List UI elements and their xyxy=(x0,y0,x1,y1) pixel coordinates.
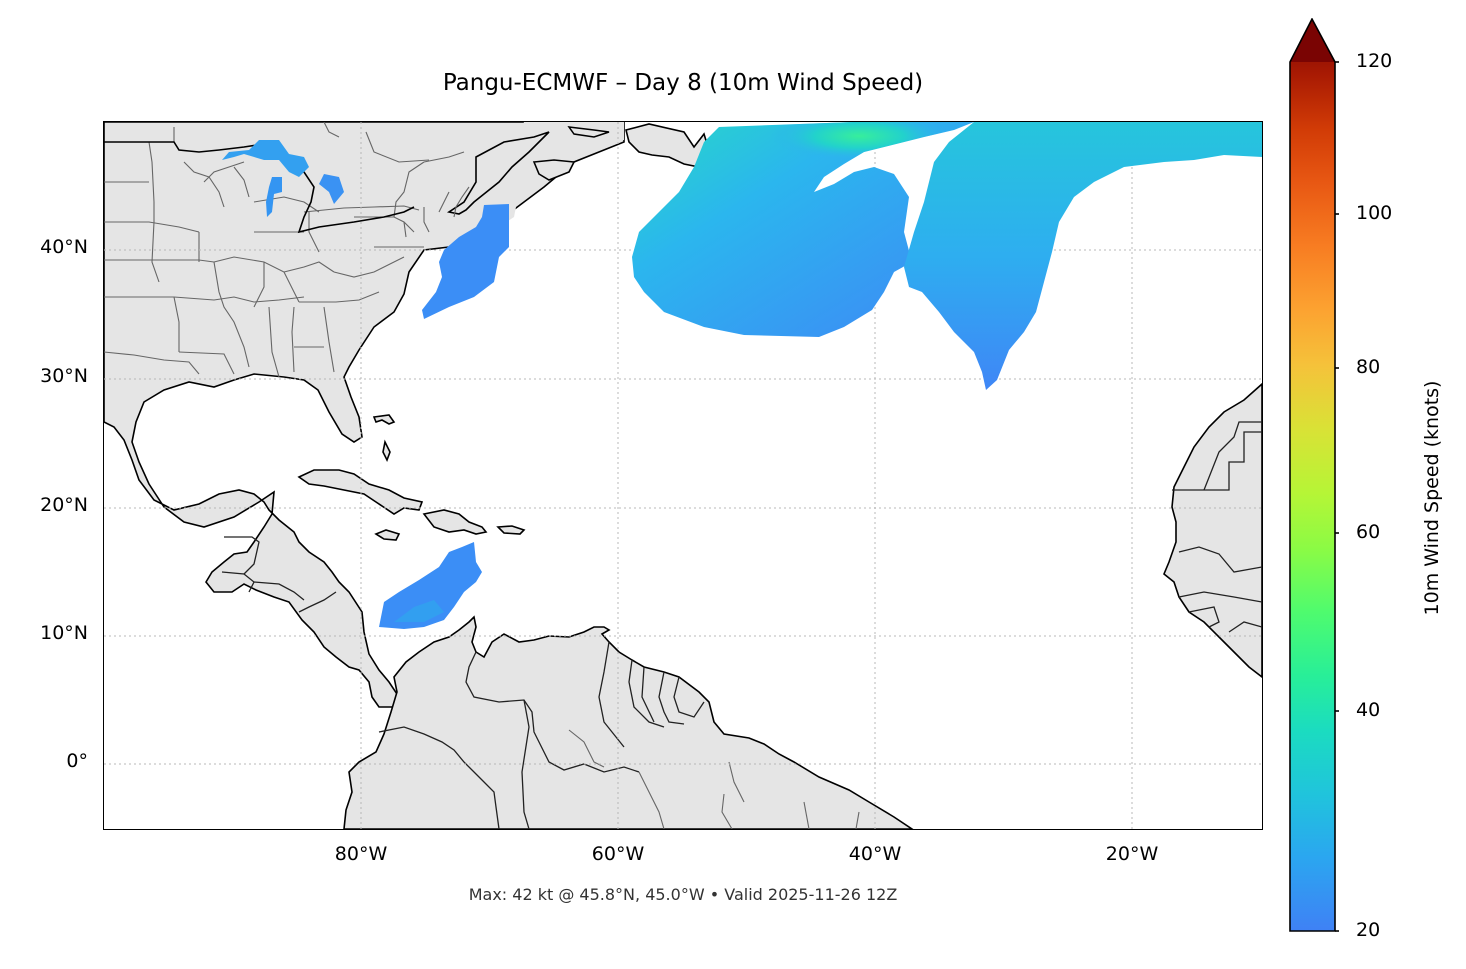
max-wind-caption: Max: 42 kt @ 45.8°N, 45.0°W • Valid 2025… xyxy=(468,885,898,904)
map-plot-area xyxy=(104,122,1262,829)
colorbar-tick-120: 120 xyxy=(1356,50,1393,72)
colorbar-tick-40: 40 xyxy=(1356,699,1381,721)
gridlines xyxy=(104,122,1262,829)
south-america-borders xyxy=(378,641,705,829)
x-tick-40w: 40°W xyxy=(848,843,902,865)
y-tick-40n: 40°N xyxy=(40,236,88,258)
us-state-borders xyxy=(104,122,470,378)
wind-speed-field xyxy=(222,122,1262,629)
land-africa xyxy=(1163,382,1262,679)
chart-title: Pangu-ECMWF – Day 8 (10m Wind Speed) xyxy=(442,70,924,96)
colorbar xyxy=(1289,17,1342,934)
x-tick-20w: 20°W xyxy=(1105,843,1159,865)
colorbar-tick-60: 60 xyxy=(1356,521,1381,543)
colorbar-label: 10m Wind Speed (knots) xyxy=(1421,380,1443,616)
y-tick-20n: 20°N xyxy=(40,494,88,516)
land-south-america xyxy=(343,615,914,829)
y-tick-10n: 10°N xyxy=(40,622,88,644)
colorbar-tick-80: 80 xyxy=(1356,356,1381,378)
colorbar-tick-100: 100 xyxy=(1356,202,1393,224)
caribbean-islands xyxy=(297,414,526,541)
y-tick-30n: 30°N xyxy=(40,365,88,387)
x-tick-60w: 60°W xyxy=(591,843,645,865)
y-tick-0: 0° xyxy=(66,750,88,772)
land-north-america xyxy=(104,122,625,708)
x-tick-80w: 80°W xyxy=(334,843,388,865)
colorbar-tick-20: 20 xyxy=(1356,919,1381,941)
